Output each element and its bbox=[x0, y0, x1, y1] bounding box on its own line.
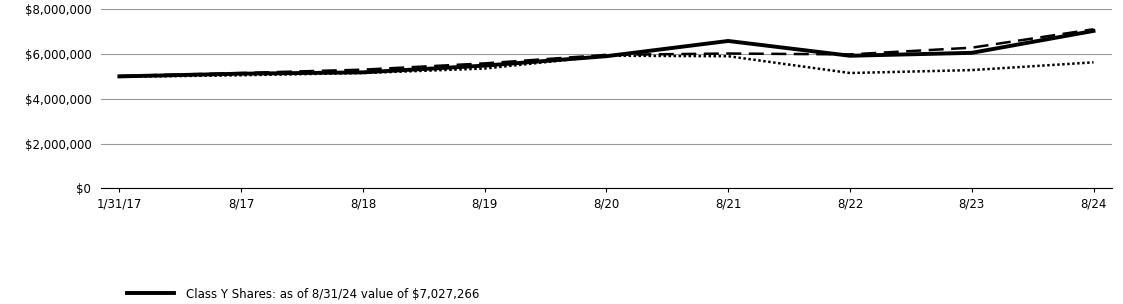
Bloomberg U.S. Aggregate Bond Index: as of 8/31/24 value of $5,626,395: (7, 5.28e+06): as of 8/31/24 value of $5,626,395: (7, 5… bbox=[965, 68, 978, 72]
ICE BofA U.S. High Yield Index: as of 8/31/24 value of $7,102,043: (3, 5.58e+06): as of 8/31/24 value of $7,102,043: (3, 5… bbox=[478, 61, 492, 65]
Bloomberg U.S. Aggregate Bond Index: as of 8/31/24 value of $5,626,395: (2, 5.15e+06): as of 8/31/24 value of $5,626,395: (2, 5… bbox=[356, 71, 369, 75]
ICE BofA U.S. High Yield Index: as of 8/31/24 value of $7,102,043: (2, 5.3e+06): as of 8/31/24 value of $7,102,043: (2, 5… bbox=[356, 68, 369, 71]
ICE BofA U.S. High Yield Index: as of 8/31/24 value of $7,102,043: (4, 5.96e+06): as of 8/31/24 value of $7,102,043: (4, 5… bbox=[600, 53, 613, 57]
Bloomberg U.S. Aggregate Bond Index: as of 8/31/24 value of $5,626,395: (5, 5.9e+06): as of 8/31/24 value of $5,626,395: (5, 5… bbox=[721, 54, 734, 58]
Class Y Shares: as of 8/31/24 value of $7,027,266: (1, 5.12e+06): as of 8/31/24 value of $7,027,266: (1, 5… bbox=[235, 72, 248, 75]
ICE BofA U.S. High Yield Index: as of 8/31/24 value of $7,102,043: (7, 6.28e+06): as of 8/31/24 value of $7,102,043: (7, 6… bbox=[965, 46, 978, 50]
Bloomberg U.S. Aggregate Bond Index: as of 8/31/24 value of $5,626,395: (1, 5.05e+06): as of 8/31/24 value of $5,626,395: (1, 5… bbox=[235, 74, 248, 77]
ICE BofA U.S. High Yield Index: as of 8/31/24 value of $7,102,043: (0, 5.02e+06): as of 8/31/24 value of $7,102,043: (0, 5… bbox=[112, 74, 126, 78]
Line: Class Y Shares: as of 8/31/24 value of $7,027,266: Class Y Shares: as of 8/31/24 value of $… bbox=[119, 31, 1094, 76]
Legend: Class Y Shares: as of 8/31/24 value of $7,027,266, Bloomberg U.S. Aggregate Bond: Class Y Shares: as of 8/31/24 value of $… bbox=[127, 288, 620, 304]
ICE BofA U.S. High Yield Index: as of 8/31/24 value of $7,102,043: (8, 7.1e+06): as of 8/31/24 value of $7,102,043: (8, 7… bbox=[1087, 27, 1101, 31]
Bloomberg U.S. Aggregate Bond Index: as of 8/31/24 value of $5,626,395: (8, 5.63e+06): as of 8/31/24 value of $5,626,395: (8, 5… bbox=[1087, 60, 1101, 64]
ICE BofA U.S. High Yield Index: as of 8/31/24 value of $7,102,043: (1, 5.15e+06): as of 8/31/24 value of $7,102,043: (1, 5… bbox=[235, 71, 248, 75]
Class Y Shares: as of 8/31/24 value of $7,027,266: (7, 6.05e+06): as of 8/31/24 value of $7,027,266: (7, 6… bbox=[965, 51, 978, 55]
Class Y Shares: as of 8/31/24 value of $7,027,266: (2, 5.18e+06): as of 8/31/24 value of $7,027,266: (2, 5… bbox=[356, 71, 369, 74]
Class Y Shares: as of 8/31/24 value of $7,027,266: (5, 6.58e+06): as of 8/31/24 value of $7,027,266: (5, 6… bbox=[721, 39, 734, 43]
Class Y Shares: as of 8/31/24 value of $7,027,266: (3, 5.48e+06): as of 8/31/24 value of $7,027,266: (3, 5… bbox=[478, 64, 492, 67]
Class Y Shares: as of 8/31/24 value of $7,027,266: (4, 5.9e+06): as of 8/31/24 value of $7,027,266: (4, 5… bbox=[600, 54, 613, 58]
Bloomberg U.S. Aggregate Bond Index: as of 8/31/24 value of $5,626,395: (6, 5.15e+06): as of 8/31/24 value of $5,626,395: (6, 5… bbox=[843, 71, 857, 75]
Class Y Shares: as of 8/31/24 value of $7,027,266: (0, 5e+06): as of 8/31/24 value of $7,027,266: (0, 5… bbox=[112, 74, 126, 78]
Class Y Shares: as of 8/31/24 value of $7,027,266: (6, 5.92e+06): as of 8/31/24 value of $7,027,266: (6, 5… bbox=[843, 54, 857, 57]
Bloomberg U.S. Aggregate Bond Index: as of 8/31/24 value of $5,626,395: (0, 4.98e+06): as of 8/31/24 value of $5,626,395: (0, 4… bbox=[112, 75, 126, 79]
ICE BofA U.S. High Yield Index: as of 8/31/24 value of $7,102,043: (5, 6.02e+06): as of 8/31/24 value of $7,102,043: (5, 6… bbox=[721, 52, 734, 55]
ICE BofA U.S. High Yield Index: as of 8/31/24 value of $7,102,043: (6, 5.98e+06): as of 8/31/24 value of $7,102,043: (6, 5… bbox=[843, 53, 857, 56]
Class Y Shares: as of 8/31/24 value of $7,027,266: (8, 7.03e+06): as of 8/31/24 value of $7,027,266: (8, 7… bbox=[1087, 29, 1101, 33]
Line: Bloomberg U.S. Aggregate Bond Index: as of 8/31/24 value of $5,626,395: Bloomberg U.S. Aggregate Bond Index: as … bbox=[119, 56, 1094, 77]
Bloomberg U.S. Aggregate Bond Index: as of 8/31/24 value of $5,626,395: (4, 5.92e+06): as of 8/31/24 value of $5,626,395: (4, 5… bbox=[600, 54, 613, 57]
Line: ICE BofA U.S. High Yield Index: as of 8/31/24 value of $7,102,043: ICE BofA U.S. High Yield Index: as of 8/… bbox=[119, 29, 1094, 76]
Bloomberg U.S. Aggregate Bond Index: as of 8/31/24 value of $5,626,395: (3, 5.35e+06): as of 8/31/24 value of $5,626,395: (3, 5… bbox=[478, 67, 492, 70]
